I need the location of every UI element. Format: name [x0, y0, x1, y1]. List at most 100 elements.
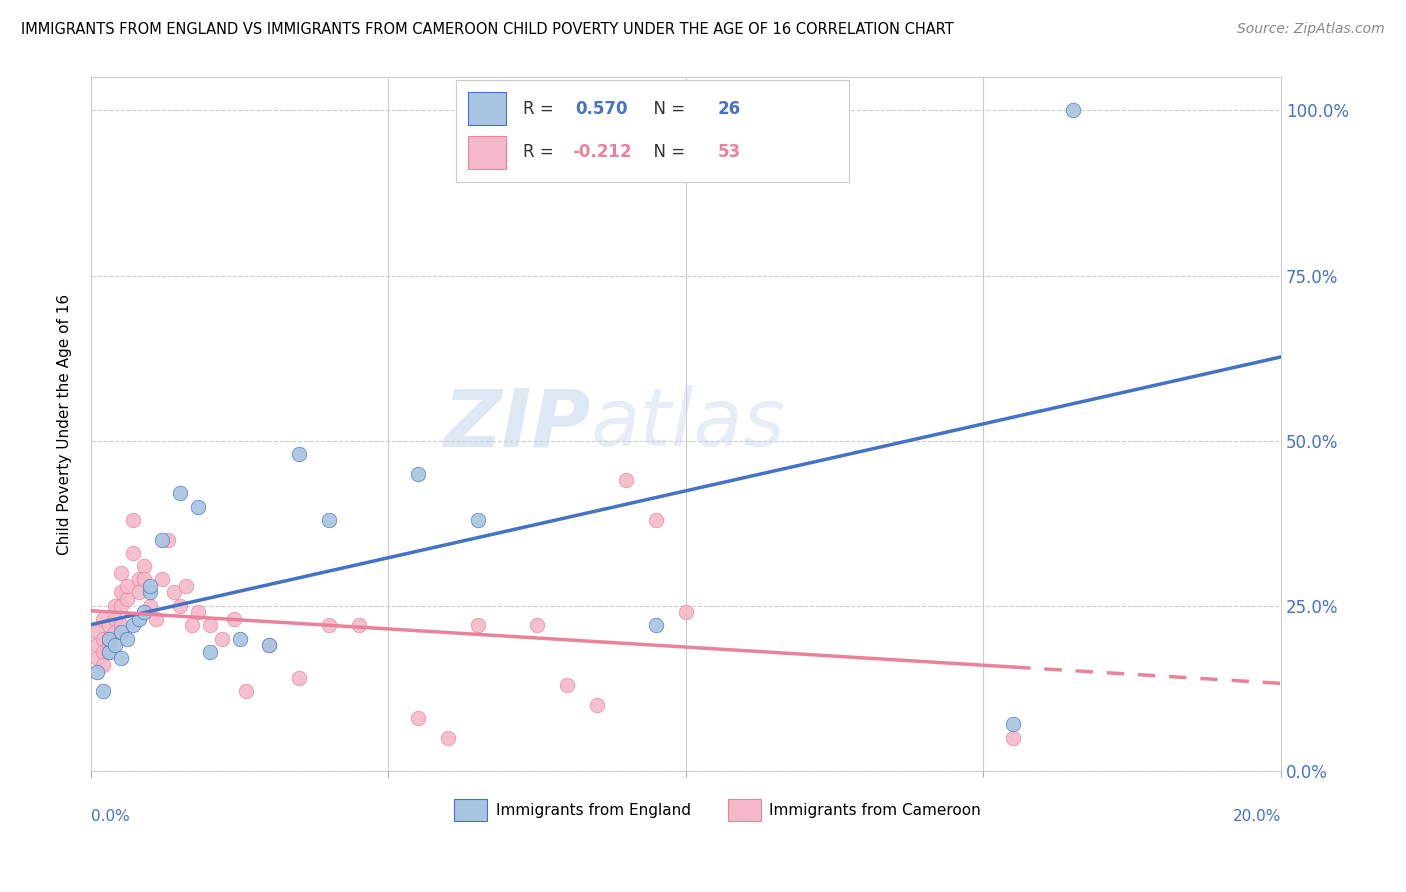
Point: [145, 612, 167, 626]
Point: [97, 632, 120, 646]
Point: [467, 618, 489, 632]
Text: 0.0%: 0.0%: [91, 809, 129, 824]
Point: [110, 625, 132, 640]
Point: [169, 599, 191, 613]
Point: [128, 585, 150, 599]
Point: [198, 645, 221, 659]
Text: Immigrants from Cameroon: Immigrants from Cameroon: [769, 804, 981, 819]
Point: [134, 572, 156, 586]
Point: [1002, 731, 1025, 745]
Bar: [468, 136, 506, 169]
Bar: [727, 799, 761, 822]
Point: [128, 612, 150, 626]
Point: [585, 698, 607, 712]
Point: [150, 533, 173, 547]
Text: Source: ZipAtlas.com: Source: ZipAtlas.com: [1237, 22, 1385, 37]
Point: [91, 632, 114, 646]
Point: [406, 467, 429, 481]
Point: [134, 559, 156, 574]
Point: [318, 618, 340, 632]
Point: [555, 678, 578, 692]
Text: 0.570: 0.570: [575, 100, 627, 118]
Point: [91, 658, 114, 673]
Point: [115, 592, 138, 607]
Point: [259, 638, 281, 652]
Point: [157, 533, 180, 547]
Text: ZIP: ZIP: [443, 385, 591, 463]
Point: [121, 546, 143, 560]
Point: [115, 632, 138, 646]
Point: [645, 618, 668, 632]
Point: [139, 599, 162, 613]
Point: [228, 632, 250, 646]
Point: [97, 632, 120, 646]
Point: [97, 645, 120, 659]
Point: [288, 671, 311, 685]
Point: [169, 486, 191, 500]
Text: R =: R =: [523, 144, 560, 161]
Point: [139, 585, 162, 599]
Point: [139, 579, 162, 593]
Point: [235, 684, 257, 698]
Bar: [457, 79, 849, 182]
Point: [110, 585, 132, 599]
Point: [222, 612, 245, 626]
Text: R =: R =: [523, 100, 560, 118]
Point: [97, 618, 120, 632]
Point: [104, 612, 127, 626]
Point: [150, 572, 173, 586]
Point: [616, 473, 638, 487]
Point: [104, 625, 127, 640]
Bar: [468, 92, 506, 125]
Point: [104, 638, 127, 652]
Point: [187, 605, 209, 619]
Point: [128, 572, 150, 586]
Point: [437, 731, 460, 745]
Point: [288, 447, 311, 461]
Point: [97, 645, 120, 659]
Text: N =: N =: [643, 144, 690, 161]
Point: [91, 684, 114, 698]
Text: Immigrants from England: Immigrants from England: [495, 804, 690, 819]
Point: [174, 579, 197, 593]
Point: [526, 618, 548, 632]
Point: [406, 711, 429, 725]
Point: [91, 645, 114, 659]
Point: [467, 513, 489, 527]
Point: [675, 605, 697, 619]
Point: [86, 638, 108, 652]
Point: [110, 599, 132, 613]
Point: [86, 625, 108, 640]
Point: [211, 632, 233, 646]
Point: [104, 599, 127, 613]
Point: [86, 665, 108, 679]
Point: [110, 566, 132, 580]
Point: [97, 638, 120, 652]
Point: [86, 651, 108, 665]
Text: IMMIGRANTS FROM ENGLAND VS IMMIGRANTS FROM CAMEROON CHILD POVERTY UNDER THE AGE : IMMIGRANTS FROM ENGLAND VS IMMIGRANTS FR…: [21, 22, 953, 37]
Point: [115, 579, 138, 593]
Point: [163, 585, 186, 599]
Point: [347, 618, 370, 632]
Point: [198, 618, 221, 632]
Y-axis label: Child Poverty Under the Age of 16: Child Poverty Under the Age of 16: [58, 293, 72, 555]
Point: [181, 618, 204, 632]
Text: -0.212: -0.212: [572, 144, 631, 161]
Point: [259, 638, 281, 652]
Point: [121, 618, 143, 632]
Point: [1062, 103, 1084, 118]
Point: [110, 651, 132, 665]
Bar: [454, 799, 488, 822]
Point: [134, 605, 156, 619]
Text: 26: 26: [718, 100, 741, 118]
Point: [318, 513, 340, 527]
Point: [645, 513, 668, 527]
Point: [91, 612, 114, 626]
Point: [187, 500, 209, 514]
Point: [121, 513, 143, 527]
Point: [1002, 717, 1025, 731]
Text: N =: N =: [643, 100, 690, 118]
Text: 53: 53: [718, 144, 741, 161]
Text: atlas: atlas: [591, 385, 786, 463]
Point: [110, 618, 132, 632]
